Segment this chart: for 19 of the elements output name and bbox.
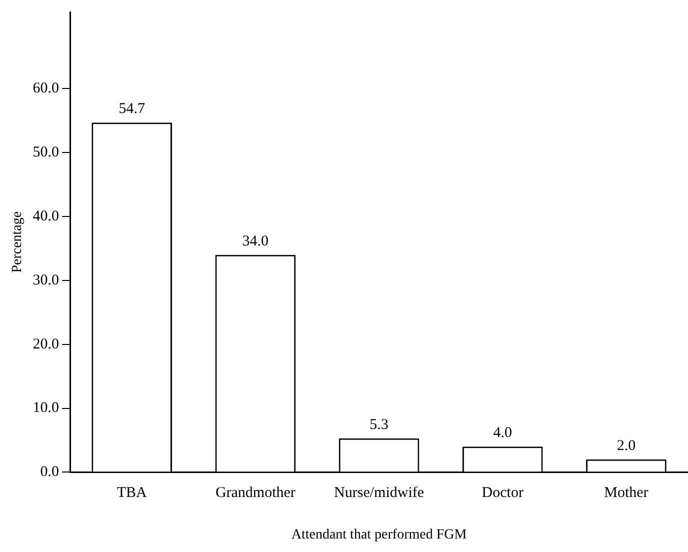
data-label: 54.7 [118, 101, 146, 118]
x-tick-label: Mother [604, 485, 648, 502]
y-axis-title: Percentage [10, 211, 26, 273]
data-label: 5.3 [370, 416, 388, 433]
x-tick-label: Nurse/midwife [334, 485, 424, 502]
y-tick-label: 30.0 [32, 272, 60, 288]
y-tick-label: 50.0 [32, 144, 60, 161]
x-tick-label: TBA [116, 485, 148, 502]
data-label: 34.0 [242, 233, 269, 250]
x-axis-title: Attendant that performed FGM [291, 527, 468, 542]
x-tick-label: Grandmother [215, 485, 296, 502]
y-tick-label: 60.0 [32, 80, 60, 97]
y-tick-label: 40.0 [32, 208, 60, 224]
y-tick-label: 10.0 [32, 400, 60, 416]
x-tick-label: Doctor [482, 485, 524, 502]
y-tick-label: 0.0 [40, 464, 60, 480]
data-label: 4.0 [493, 425, 512, 442]
y-tick-label: 20.0 [32, 336, 60, 352]
data-label: 2.0 [616, 438, 636, 454]
